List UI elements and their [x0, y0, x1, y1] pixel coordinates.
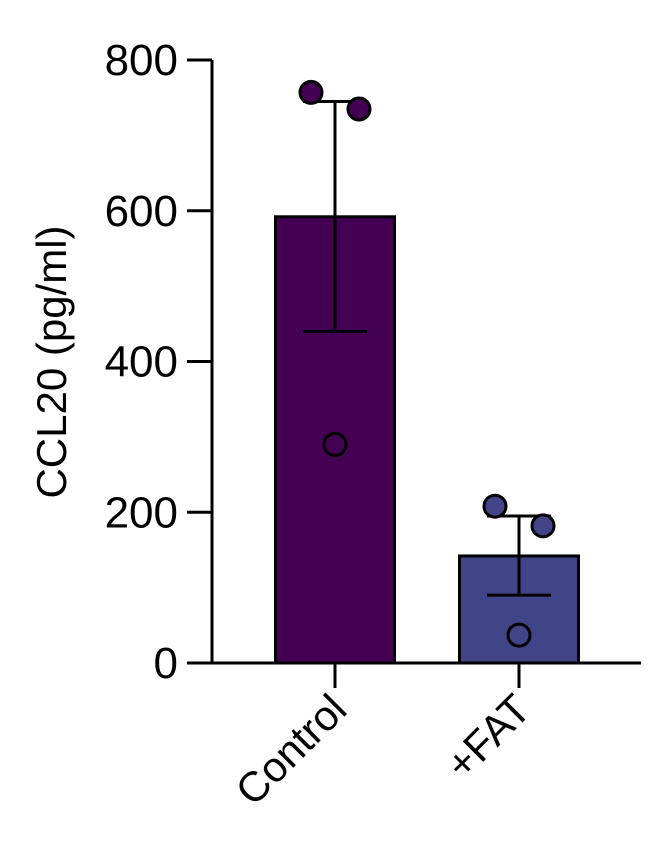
data-point	[298, 79, 324, 105]
points-layer	[298, 79, 556, 648]
y-tick-label: 200	[105, 488, 178, 537]
y-tick-label: 400	[105, 338, 178, 387]
data-point	[322, 431, 348, 457]
x-ticks-layer: Control +FAT	[226, 663, 539, 814]
y-tick-label: 600	[105, 187, 178, 236]
y-axis-title: CCL20 (pg/ml)	[28, 225, 75, 498]
data-point	[506, 622, 532, 648]
data-point	[346, 96, 372, 122]
y-ticks-layer: 0 200 400 600 800	[105, 36, 212, 688]
data-point	[482, 493, 508, 519]
y-tick-label: 800	[105, 36, 178, 85]
x-category-label: +FAT	[437, 685, 540, 788]
x-category-label: Control	[226, 685, 355, 814]
data-point	[530, 513, 556, 539]
y-tick-label: 0	[154, 639, 178, 688]
